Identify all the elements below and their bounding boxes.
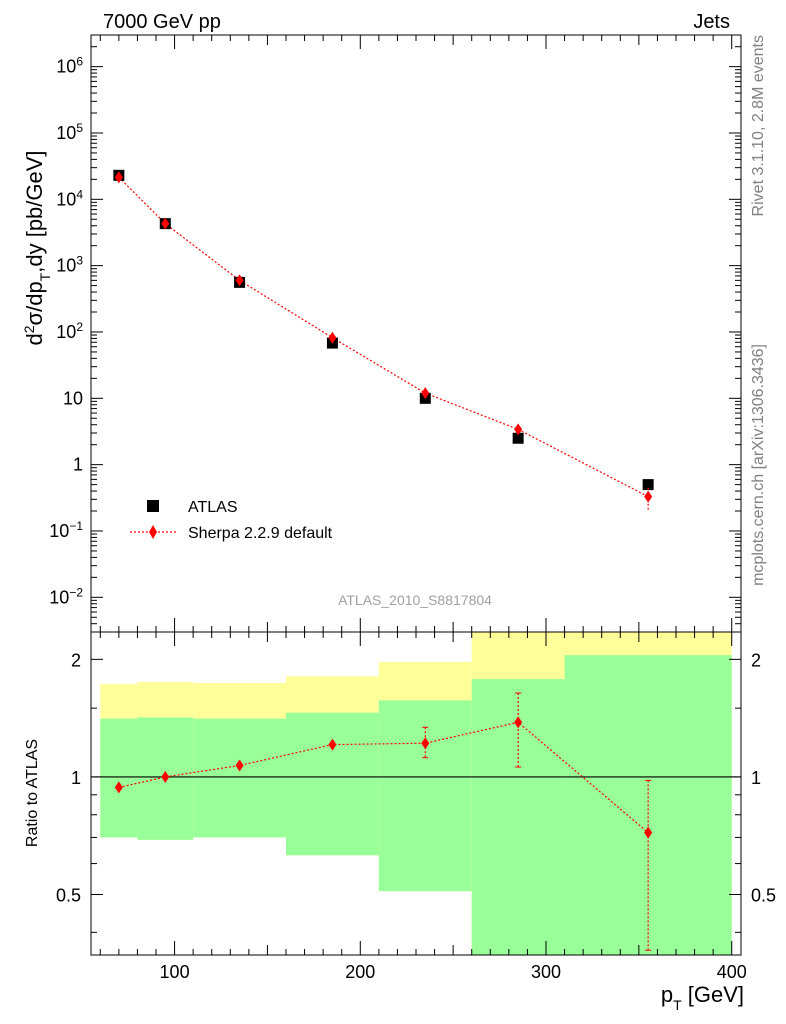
main-y-tick-label: 10−2 <box>49 585 83 607</box>
ratio-bands <box>100 632 732 955</box>
legend: ATLAS Sherpa 2.2.9 default <box>130 499 333 542</box>
ratio-y-tick-label-right: 0.5 <box>751 886 776 906</box>
ratio-point <box>421 737 430 750</box>
x-tick-label: 400 <box>717 962 747 982</box>
ratio-point <box>114 781 123 794</box>
sherpa-point <box>235 274 244 287</box>
atlas-point <box>512 432 524 444</box>
sherpa-point <box>421 387 430 400</box>
main-y-tick-label: 10−1 <box>49 519 83 541</box>
ratio-y-axis-label: Ratio to ATLAS <box>24 739 41 847</box>
band-inner-bin <box>193 718 286 838</box>
sherpa-point <box>161 217 170 230</box>
main-y-tick-label: 10 <box>63 388 83 408</box>
legend-sherpa-label: Sherpa 2.2.9 default <box>188 525 333 542</box>
mcplots-label: mcplots.cern.ch [arXiv:1306.3436] <box>750 344 767 586</box>
x-tick-label: 200 <box>345 962 375 982</box>
ratio-y-tick-label-left: 1 <box>71 768 81 788</box>
main-series <box>113 169 654 510</box>
sherpa-line <box>118 176 649 498</box>
analysis-label: ATLAS_2010_S8817804 <box>338 592 492 608</box>
band-inner-bin <box>100 718 138 838</box>
main-y-tick-label: 105 <box>56 121 83 143</box>
band-inner-bin <box>286 712 379 856</box>
ratio-point <box>644 826 653 839</box>
legend-atlas-marker <box>147 500 159 512</box>
ratio-point <box>514 716 523 729</box>
main-y-tick-label: 104 <box>56 187 83 209</box>
sherpa-point <box>514 423 523 436</box>
ratio-point <box>161 770 170 783</box>
ratio-point <box>328 738 337 751</box>
main-y-tick-label: 1 <box>73 455 83 475</box>
header-left-title: 7000 GeV pp <box>103 11 221 33</box>
ratio-point <box>235 759 244 772</box>
main-y-tick-label: 102 <box>56 320 83 342</box>
sherpa-point <box>644 490 653 503</box>
sherpa-point <box>114 171 123 184</box>
sherpa-point <box>328 331 337 344</box>
main-y-tick-label: 103 <box>56 254 83 276</box>
main-plot-frame <box>90 34 742 633</box>
x-axis-label: pT [GeV] <box>661 982 744 1013</box>
ratio-series <box>114 692 653 951</box>
legend-atlas-label: ATLAS <box>188 499 238 516</box>
x-tick-label: 300 <box>531 962 561 982</box>
rivet-label: Rivet 3.1.10, 2.8M events <box>750 35 767 216</box>
legend-sherpa-marker <box>149 525 157 539</box>
ratio-y-tick-label-left: 0.5 <box>56 886 81 906</box>
ratio-y-tick-label-right: 2 <box>751 650 761 670</box>
header-right-title: Jets <box>693 11 730 33</box>
main-y-tick-label: 106 <box>56 55 83 77</box>
main-y-axis-label: d2σ/dpT,dy [pb/GeV] <box>21 150 53 345</box>
ratio-y-tick-label-right: 1 <box>751 768 761 788</box>
atlas-point <box>642 479 654 491</box>
ratio-y-tick-label-left: 2 <box>71 650 81 670</box>
x-tick-label: 100 <box>160 962 190 982</box>
